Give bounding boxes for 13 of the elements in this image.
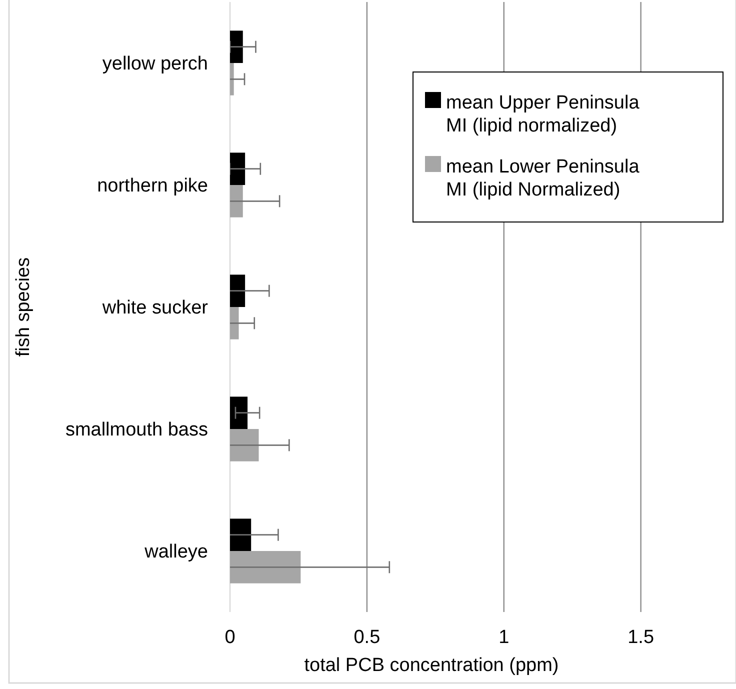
x-tick-label: 1.5 bbox=[628, 627, 654, 648]
x-axis-title: total PCB concentration (ppm) bbox=[304, 655, 559, 676]
x-tick-label: 0.5 bbox=[354, 627, 380, 648]
y-tick-label: smallmouth bass bbox=[65, 420, 208, 441]
x-tick-label: 0 bbox=[224, 627, 236, 648]
legend-label: mean Upper Peninsula MI (lipid normalized) bbox=[446, 92, 640, 137]
legend-label: mean Lower Peninsula MI (lipid Normalized) bbox=[446, 156, 640, 201]
y-tick-label: yellow perch bbox=[102, 54, 208, 75]
y-tick-label: walleye bbox=[144, 542, 208, 563]
y-tick-label: northern pike bbox=[97, 176, 208, 197]
x-tick-label: 1 bbox=[498, 627, 510, 648]
y-tick-label: white sucker bbox=[101, 298, 209, 319]
y-axis-title: fish species bbox=[13, 257, 34, 357]
